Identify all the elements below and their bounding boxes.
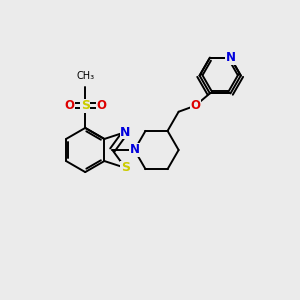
Text: S: S xyxy=(121,161,130,174)
Text: CH₃: CH₃ xyxy=(76,71,94,81)
Text: O: O xyxy=(64,99,74,112)
Text: N: N xyxy=(130,143,140,157)
Text: N: N xyxy=(226,51,236,64)
Text: S: S xyxy=(81,99,90,112)
Text: O: O xyxy=(96,99,106,112)
Text: O: O xyxy=(190,99,200,112)
Text: N: N xyxy=(120,126,130,139)
